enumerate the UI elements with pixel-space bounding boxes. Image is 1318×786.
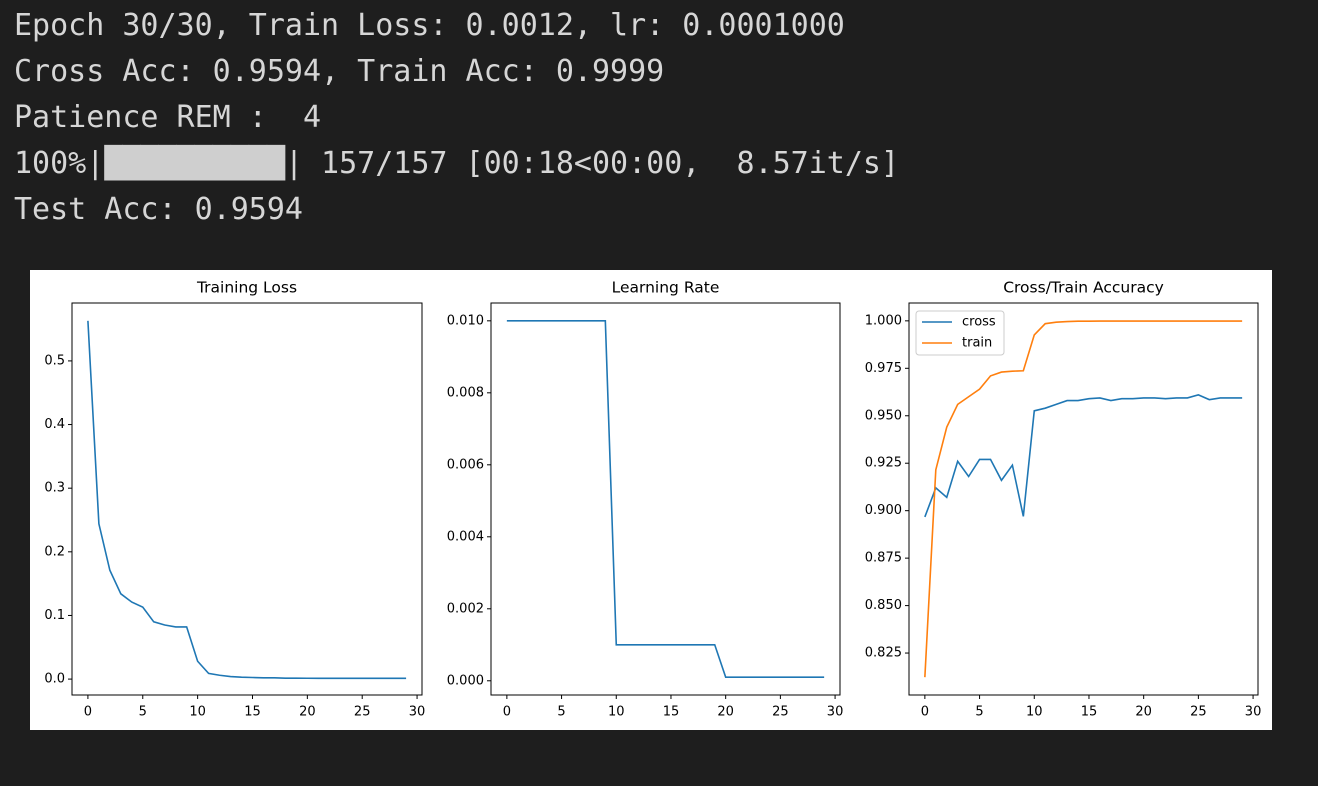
progress-rest: | 157/157 [00:18<00:00, 8.57it/s]	[284, 146, 900, 181]
y-tick-label: 0.1	[44, 608, 65, 623]
legend-label: cross	[962, 315, 996, 330]
axes-frame	[71, 302, 423, 696]
x-tick-label: 5	[139, 705, 147, 720]
chart-title: Cross/Train Accuracy	[1003, 279, 1164, 297]
x-tick-label: 15	[1081, 705, 1098, 720]
x-tick-label: 15	[663, 705, 680, 720]
y-tick-label: 1.000	[865, 313, 902, 328]
y-tick-label: 0.825	[865, 646, 902, 661]
y-tick-label: 0.4	[44, 417, 65, 432]
console-line: Test Acc: 0.9594	[14, 192, 303, 227]
legend-label: train	[962, 336, 992, 351]
console-line: Cross Acc: 0.9594, Train Acc: 0.9999	[14, 54, 665, 89]
y-tick-label: 0.900	[865, 503, 902, 518]
x-tick-label: 10	[1026, 705, 1043, 720]
data-line	[87, 320, 407, 680]
y-tick-label: 0.850	[865, 598, 902, 613]
x-tick-label: 30	[827, 705, 844, 720]
x-tick-label: 25	[1190, 705, 1207, 720]
x-tick-label: 0	[503, 705, 511, 720]
y-tick-label: 0.5	[44, 353, 65, 368]
x-tick-label: 25	[354, 705, 371, 720]
y-tick-label: 0.008	[447, 385, 484, 400]
x-tick-label: 20	[299, 705, 316, 720]
y-tick-label: 0.010	[447, 313, 484, 328]
y-tick-label: 0.2	[44, 544, 65, 559]
x-tick-label: 20	[717, 705, 734, 720]
y-tick-label: 0.006	[447, 457, 484, 472]
data-line	[924, 394, 1243, 518]
x-tick-label: 30	[1245, 705, 1262, 720]
console-output: Epoch 30/30, Train Loss: 0.0012, lr: 0.0…	[14, 3, 899, 233]
y-tick-label: 0.950	[865, 408, 902, 423]
data-line	[924, 320, 1243, 678]
axes-frame	[490, 302, 841, 696]
x-tick-label: 0	[84, 705, 92, 720]
x-tick-label: 5	[975, 705, 983, 720]
x-tick-label: 25	[772, 705, 789, 720]
charts-figure: Training Loss 0 5 10 15 20 25 30 0.0 0.1 0.2 0.3 0.4…	[30, 270, 1272, 730]
progress-line: 100%|██████████| 157/157 [00:18<00:00, 8…	[14, 141, 899, 187]
chart-title: Learning Rate	[612, 279, 720, 297]
y-tick-label: 0.925	[865, 456, 902, 471]
y-tick-label: 0.975	[865, 361, 902, 376]
chart-title: Training Loss	[196, 279, 297, 297]
x-tick-label: 15	[244, 705, 261, 720]
progress-percent: 100%|	[14, 146, 105, 181]
y-tick-label: 0.002	[447, 601, 484, 616]
y-tick-label: 0.000	[447, 673, 484, 688]
x-tick-label: 10	[608, 705, 625, 720]
x-tick-label: 0	[921, 705, 929, 720]
console-line: Epoch 30/30, Train Loss: 0.0012, lr: 0.0…	[14, 8, 845, 43]
y-tick-label: 0.004	[447, 529, 484, 544]
y-tick-label: 0.0	[44, 672, 65, 687]
y-tick-label: 0.875	[865, 551, 902, 566]
x-tick-label: 5	[557, 705, 565, 720]
axes-frame	[908, 302, 1259, 696]
console-line: Patience REM : 4	[14, 100, 322, 135]
x-tick-label: 20	[1135, 705, 1152, 720]
progress-bar: ██████████	[104, 146, 285, 181]
data-line	[506, 320, 825, 678]
y-tick-label: 0.3	[44, 481, 65, 496]
x-tick-label: 30	[409, 705, 426, 720]
x-tick-label: 10	[189, 705, 206, 720]
